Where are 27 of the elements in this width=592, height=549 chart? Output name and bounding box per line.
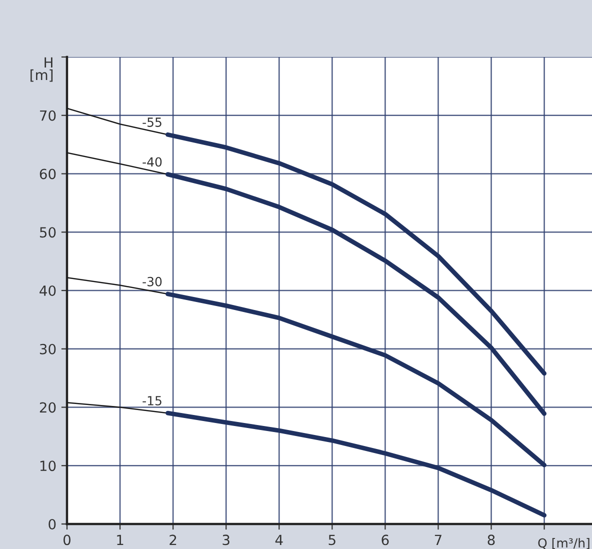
x-tick-label: 1	[117, 534, 124, 545]
y-tick-label: 20	[40, 402, 56, 413]
series-label: -30	[142, 276, 162, 286]
line-series	[166, 132, 546, 376]
x-tick-label: 6	[382, 534, 389, 546]
x-tick-label: 7	[434, 534, 442, 545]
series-label: -40	[142, 157, 162, 167]
x-tick-label: 3	[222, 534, 230, 546]
y-tick-label: 60	[40, 168, 56, 180]
y-tick-label: 50	[40, 227, 56, 238]
x-tick-label: 4	[275, 534, 283, 545]
y-tick-label: 10	[40, 460, 56, 472]
y-tick-label: 0	[48, 518, 56, 530]
line-series	[166, 292, 546, 468]
y-tick-label: 40	[40, 285, 56, 296]
y-tick-label: 30	[40, 344, 56, 354]
series-label: -55	[142, 118, 162, 127]
x-tick-label: 2	[170, 534, 176, 545]
x-tick-label: 5	[328, 534, 336, 546]
x-tick-label: 8	[488, 534, 495, 546]
line-series	[166, 410, 546, 518]
x-tick-label: 0	[63, 534, 70, 546]
x-axis-title: Q [m³/h]	[538, 538, 590, 549]
series-label: -15	[142, 396, 162, 406]
line-series	[166, 172, 546, 416]
y-tick-label: 70	[40, 110, 56, 121]
y-axis-title: H [m]	[30, 57, 53, 82]
